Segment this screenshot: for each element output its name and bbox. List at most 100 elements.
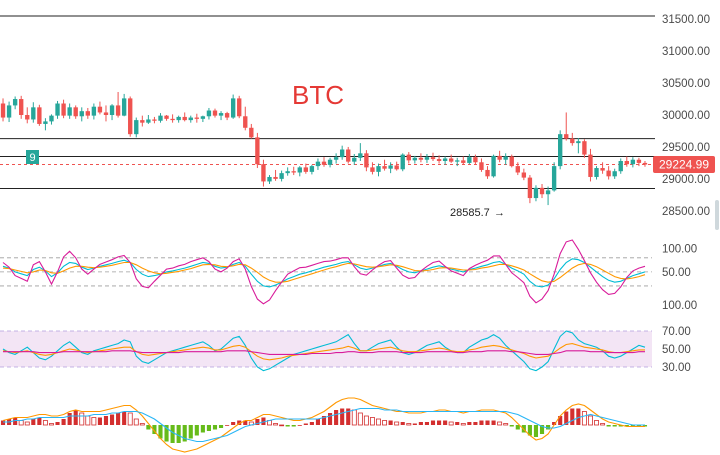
macd-histogram-bar (570, 408, 575, 425)
macd-histogram-bar (31, 419, 36, 425)
candle-body (636, 159, 642, 163)
candle-body (37, 107, 42, 124)
candle-body (358, 153, 363, 158)
candle-body (509, 156, 514, 167)
candle-body (188, 117, 193, 121)
rsi-tick-label: 100.00 (662, 300, 697, 312)
candle-body (309, 166, 315, 172)
macd-histogram-bar (315, 419, 321, 425)
candle-body (461, 160, 466, 163)
macd-histogram-bar (369, 417, 375, 426)
macd-histogram-bar (42, 420, 48, 426)
candle-body (182, 116, 187, 121)
candle-body (588, 154, 593, 177)
candle-body (218, 113, 224, 116)
macd-histogram-bar (400, 422, 405, 425)
candle-body (400, 154, 405, 170)
macd-histogram-bar (558, 416, 563, 425)
candle-body (412, 157, 418, 161)
macd-histogram-bar (49, 423, 54, 426)
candle-body (479, 162, 484, 170)
macd-histogram-bar (418, 422, 423, 425)
candle-body (382, 166, 387, 169)
candle-body (376, 166, 381, 172)
macd-histogram-bar (13, 417, 18, 425)
candle-body (539, 187, 545, 195)
rsi-tick-label: 30.00 (662, 362, 691, 374)
candle-body (558, 134, 563, 167)
macd-histogram-bar (576, 408, 581, 425)
macd-histogram-bar (497, 421, 503, 426)
candle-body (564, 134, 569, 139)
candle-body (321, 161, 327, 165)
candle-body (442, 158, 448, 161)
candle-body (67, 107, 72, 116)
macd-histogram-bar (430, 420, 436, 425)
candle-body (388, 165, 393, 169)
macd-histogram-bar (194, 425, 199, 436)
candle-body (333, 157, 339, 160)
candle-body (273, 176, 278, 179)
macd-histogram-bar (188, 425, 193, 439)
candle-body (158, 115, 163, 121)
candle-body (6, 105, 12, 118)
candle-body (297, 167, 302, 173)
macd-histogram-bar (164, 425, 169, 442)
candle-body (194, 117, 200, 119)
candle-body (261, 164, 266, 182)
candle-body (31, 107, 36, 120)
candle-body (455, 160, 460, 162)
candle-body (200, 116, 206, 119)
macd-histogram-bar (594, 420, 599, 426)
price-tick-label: 29000.00 (662, 174, 710, 186)
candle-body (85, 111, 90, 116)
candle-body (570, 138, 575, 144)
macd-histogram-bar (79, 412, 85, 426)
macd-histogram-bar (133, 418, 139, 426)
candle-body (394, 165, 399, 170)
macd-histogram-bar (321, 416, 327, 425)
rsi-line-fast (2, 330, 646, 372)
candle-body (115, 105, 121, 116)
macd-histogram-bar (67, 413, 72, 425)
macd-histogram-bar (618, 425, 623, 427)
macd-histogram-bar (588, 415, 593, 426)
candle-body (630, 159, 636, 165)
macd-histogram-bar (642, 425, 648, 427)
macd-histogram-bar (412, 423, 417, 425)
macd-histogram-bar (437, 420, 442, 425)
macd-histogram-bar (139, 423, 145, 426)
candle-body (497, 155, 502, 160)
candle-body (485, 169, 490, 177)
macd-histogram-bar (212, 425, 218, 430)
candle-body (267, 176, 272, 182)
macd-histogram-bar (636, 425, 641, 427)
macd-histogram-bar (122, 411, 127, 425)
candle-body (170, 118, 175, 121)
candle-body (600, 168, 605, 171)
price-tick-label: 29500.00 (662, 142, 710, 154)
candle-body (370, 167, 375, 172)
candle-body (364, 153, 369, 168)
candle-body (61, 103, 66, 116)
macd-histogram-bar (460, 423, 466, 426)
macd-histogram-bar (624, 425, 629, 427)
macd-histogram-bar (606, 425, 611, 427)
macd-histogram-bar (546, 425, 551, 430)
macd-histogram-bar (116, 413, 121, 425)
macd-histogram-bar (473, 422, 478, 425)
rsi-line-medium (2, 343, 645, 361)
macd-histogram-bar (37, 417, 42, 425)
candle-body (612, 171, 617, 177)
macd-histogram-bar (564, 411, 569, 425)
low-annotation-arrow: → (494, 207, 505, 219)
candle-body (164, 115, 169, 119)
macd-histogram-bar (146, 425, 151, 430)
candle-body (249, 127, 254, 138)
candle-body (146, 119, 151, 123)
candle-body (346, 149, 351, 162)
candle-body (594, 168, 599, 177)
candle-body (49, 115, 54, 122)
macd-histogram-bar (467, 422, 472, 425)
macd-histogram-bar (103, 416, 109, 425)
